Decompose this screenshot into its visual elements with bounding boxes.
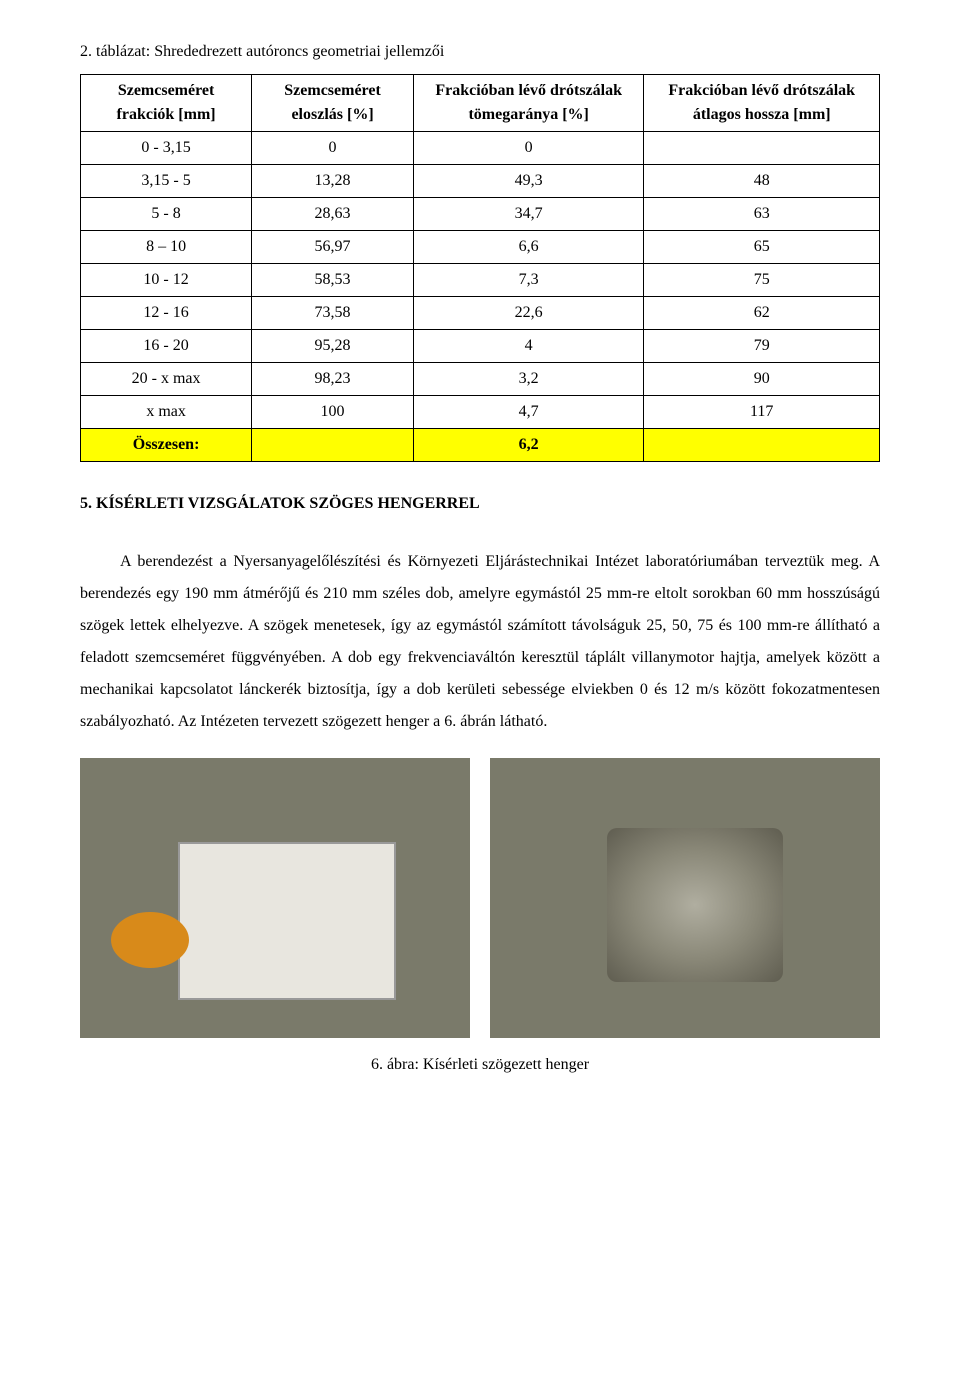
cell: 34,7	[413, 198, 644, 231]
figure-photo-left	[80, 758, 470, 1038]
cell: 20 - x max	[81, 363, 252, 396]
cell: 79	[644, 330, 880, 363]
cell: 95,28	[252, 330, 414, 363]
cell: 90	[644, 363, 880, 396]
cell: Összesen:	[81, 429, 252, 462]
cell: 0	[252, 132, 414, 165]
cell: 3,15 - 5	[81, 165, 252, 198]
cell	[644, 132, 880, 165]
body-paragraph: A berendezést a Nyersanyagelőlészítési é…	[80, 546, 880, 738]
col-header-2: Frakcióban lévő drótszálak tömegaránya […	[413, 75, 644, 132]
cell: 13,28	[252, 165, 414, 198]
cell: 75	[644, 264, 880, 297]
cell: 4,7	[413, 396, 644, 429]
cell: 0 - 3,15	[81, 132, 252, 165]
cell: 4	[413, 330, 644, 363]
table-row: 5 - 8 28,63 34,7 63	[81, 198, 880, 231]
cell	[252, 429, 414, 462]
cell: 48	[644, 165, 880, 198]
table-row: 8 – 10 56,97 6,6 65	[81, 231, 880, 264]
cell: 10 - 12	[81, 264, 252, 297]
cell: 22,6	[413, 297, 644, 330]
data-table: Szemcseméret frakciók [mm] Szemcseméret …	[80, 74, 880, 462]
figure-photo-right	[490, 758, 880, 1038]
cell: 62	[644, 297, 880, 330]
section-heading: 5. KÍSÉRLETI VIZSGÁLATOK SZÖGES HENGERRE…	[80, 492, 880, 516]
cell: 7,3	[413, 264, 644, 297]
cell: 117	[644, 396, 880, 429]
cell: 73,58	[252, 297, 414, 330]
table-total-row: Összesen: 6,2	[81, 429, 880, 462]
col-header-3: Frakcióban lévő drótszálak átlagos hossz…	[644, 75, 880, 132]
cell: 6,2	[413, 429, 644, 462]
table-row: 12 - 16 73,58 22,6 62	[81, 297, 880, 330]
table-body: 0 - 3,15 0 0 3,15 - 5 13,28 49,3 48 5 - …	[81, 132, 880, 462]
cell: 65	[644, 231, 880, 264]
cell: 3,2	[413, 363, 644, 396]
table-row: 3,15 - 5 13,28 49,3 48	[81, 165, 880, 198]
cell: 63	[644, 198, 880, 231]
table-caption: 2. táblázat: Shrededrezett autóroncs geo…	[80, 40, 880, 64]
cell: 16 - 20	[81, 330, 252, 363]
cell: 12 - 16	[81, 297, 252, 330]
col-header-0: Szemcseméret frakciók [mm]	[81, 75, 252, 132]
table-row: 16 - 20 95,28 4 79	[81, 330, 880, 363]
cell: 98,23	[252, 363, 414, 396]
cell: 5 - 8	[81, 198, 252, 231]
cell: 49,3	[413, 165, 644, 198]
cell: 6,6	[413, 231, 644, 264]
cell: x max	[81, 396, 252, 429]
table-row: x max 100 4,7 117	[81, 396, 880, 429]
cell: 58,53	[252, 264, 414, 297]
table-row: 10 - 12 58,53 7,3 75	[81, 264, 880, 297]
figure-caption: 6. ábra: Kísérleti szögezett henger	[80, 1053, 880, 1077]
cell: 8 – 10	[81, 231, 252, 264]
table-header-row: Szemcseméret frakciók [mm] Szemcseméret …	[81, 75, 880, 132]
figure-image-row	[80, 758, 880, 1038]
cell: 28,63	[252, 198, 414, 231]
cell: 56,97	[252, 231, 414, 264]
cell	[644, 429, 880, 462]
table-row: 0 - 3,15 0 0	[81, 132, 880, 165]
cell: 100	[252, 396, 414, 429]
table-row: 20 - x max 98,23 3,2 90	[81, 363, 880, 396]
cell: 0	[413, 132, 644, 165]
col-header-1: Szemcseméret eloszlás [%]	[252, 75, 414, 132]
